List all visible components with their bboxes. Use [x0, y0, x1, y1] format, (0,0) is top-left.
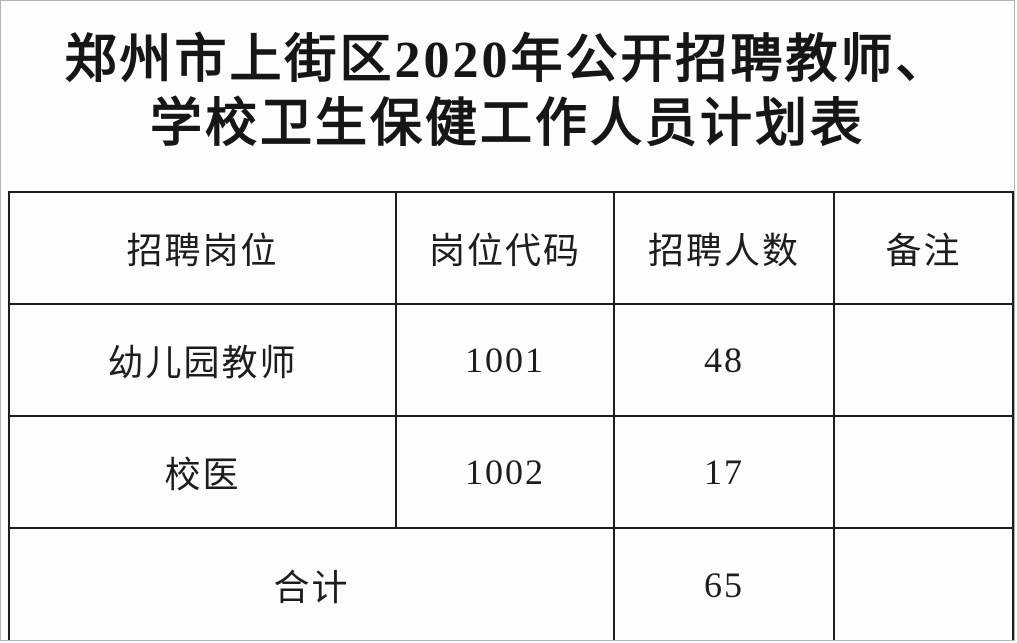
table-row-kindergarten-teacher: 幼儿园教师 1001 48: [8, 303, 1014, 417]
cell-code: 1002: [395, 415, 615, 529]
header-code: 岗位代码: [395, 191, 615, 305]
title-line-2: 学校卫生保健工作人员计划表: [149, 96, 865, 153]
table-total-row: 合计 65: [8, 527, 1014, 640]
table-header-row: 招聘岗位 岗位代码 招聘人数 备注: [8, 191, 1014, 305]
cell-remarks: [833, 303, 1014, 417]
cell-remarks: [833, 415, 1014, 529]
table-row-school-doctor: 校医 1002 17: [8, 415, 1014, 529]
document-title: 郑州市上街区2020年公开招聘教师、 学校卫生保健工作人员计划表: [1, 29, 1014, 157]
cell-code: 1001: [395, 303, 615, 417]
header-remarks: 备注: [833, 191, 1014, 305]
header-position: 招聘岗位: [8, 191, 397, 305]
cell-position: 幼儿园教师: [8, 303, 397, 417]
title-line-1: 郑州市上街区2020年公开招聘教师、: [64, 32, 951, 89]
cell-position: 校医: [8, 415, 397, 529]
total-headcount-cell: 65: [613, 527, 835, 640]
recruitment-plan-table: 招聘岗位 岗位代码 招聘人数 备注 幼儿园教师 1001 48 校医 1002 …: [8, 191, 1014, 640]
total-label-cell: 合计: [8, 527, 615, 640]
cell-headcount: 48: [613, 303, 835, 417]
cell-headcount: 17: [613, 415, 835, 529]
total-remarks-cell: [833, 527, 1014, 640]
header-headcount: 招聘人数: [613, 191, 835, 305]
